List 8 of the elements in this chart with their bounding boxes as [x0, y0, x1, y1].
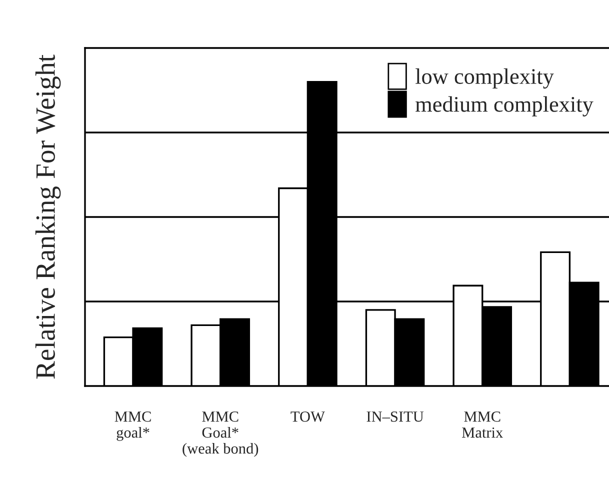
x-tick-label: MMC goal* [114, 411, 151, 441]
x-tick-label: MMC Matrix [462, 411, 503, 438]
legend-label: medium complexity [416, 96, 594, 116]
x-tick-label: IN–SITU [366, 411, 424, 422]
x-tick-label: TOW [290, 411, 325, 422]
x-tick-label: MMC Goal* (weak bond) [182, 411, 258, 457]
legend-label: low complexity [416, 68, 554, 89]
y-axis-title: Relative Ranking For Weight [35, 54, 61, 379]
